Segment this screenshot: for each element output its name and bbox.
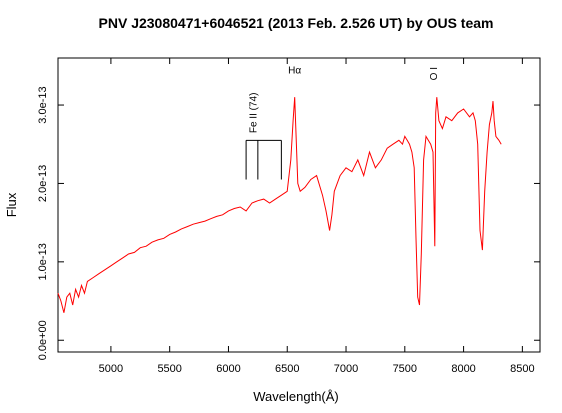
- y-axis-label: Flux: [4, 192, 19, 217]
- x-tick-label: 7500: [393, 363, 417, 375]
- plot-frame: [57, 57, 541, 353]
- x-tick-label: 8000: [451, 363, 475, 375]
- fe-ii-bracket: [245, 139, 282, 180]
- y-tick-label: 2.0e-13: [37, 165, 49, 202]
- x-tick-label: 5000: [99, 363, 123, 375]
- x-tick-label: 6000: [216, 363, 240, 375]
- plot-area: [57, 97, 502, 313]
- x-tick-label: 8500: [510, 363, 534, 375]
- y-tick-label: 0.0e+00: [37, 320, 49, 360]
- y-axis-ticks: 0.0e+00 1.0e-13 2.0e-13 3.0e-13: [37, 86, 540, 360]
- x-tick-label: 7000: [334, 363, 358, 375]
- y-tick-label: 1.0e-13: [37, 243, 49, 280]
- line-annotation: Fe II (74): [249, 93, 260, 134]
- x-axis-ticks: 5000 5500 6000 6500 7000 7500 8000 8500: [99, 58, 535, 375]
- line-annotation: O I: [429, 67, 440, 80]
- spectrum-line: [57, 97, 502, 313]
- line-annotation: Hα: [288, 66, 301, 77]
- chart-title: PNV J23080471+6046521 (2013 Feb. 2.526 U…: [99, 15, 494, 31]
- annotations: Hα O I Fe II (74): [249, 66, 440, 133]
- x-axis-label: Wavelength(Å): [253, 389, 339, 404]
- x-tick-label: 6500: [275, 363, 299, 375]
- y-tick-label: 3.0e-13: [37, 86, 49, 123]
- x-tick-label: 5500: [157, 363, 181, 375]
